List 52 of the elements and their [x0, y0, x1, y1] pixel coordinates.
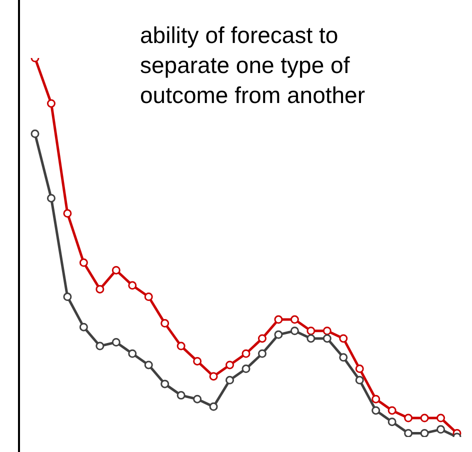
point: [388, 418, 396, 426]
point: [404, 414, 413, 422]
point: [372, 406, 380, 415]
point: [355, 364, 364, 374]
point: [209, 402, 218, 411]
point: [193, 356, 202, 366]
point: [258, 334, 266, 343]
point: [290, 326, 299, 336]
point: [209, 372, 218, 381]
point: [160, 380, 170, 388]
point: [404, 428, 413, 437]
point: [112, 266, 120, 274]
point: [372, 394, 380, 404]
point: [258, 349, 266, 358]
point: [96, 284, 104, 294]
point: [274, 330, 283, 339]
point: [46, 99, 56, 108]
point: [436, 414, 446, 422]
point: [355, 376, 364, 384]
point: [322, 326, 332, 336]
point: [46, 194, 56, 202]
point: [274, 315, 283, 324]
point: [128, 281, 137, 290]
point: [144, 292, 153, 302]
point: [242, 364, 250, 374]
point: [420, 414, 429, 422]
point: [436, 425, 446, 434]
point: [112, 338, 120, 346]
point: [226, 376, 234, 384]
point: [226, 360, 234, 370]
point: [242, 349, 250, 358]
point: [339, 334, 348, 343]
point: [79, 322, 88, 332]
point: [160, 319, 170, 328]
point: [128, 349, 137, 358]
annotation: ability of forecast to separate one type of outcome from another: [140, 21, 366, 110]
point: [63, 209, 72, 218]
point: [306, 334, 316, 343]
point: [30, 130, 40, 138]
point: [388, 406, 396, 415]
point: [322, 334, 332, 343]
point: [306, 326, 316, 336]
point: [63, 292, 72, 302]
point: [144, 360, 153, 370]
point: [290, 315, 299, 324]
point: [79, 258, 88, 267]
point: [96, 342, 104, 350]
point: [176, 342, 186, 350]
point: [193, 394, 202, 404]
point: [420, 428, 429, 437]
point: [339, 353, 348, 362]
point: [176, 391, 186, 400]
